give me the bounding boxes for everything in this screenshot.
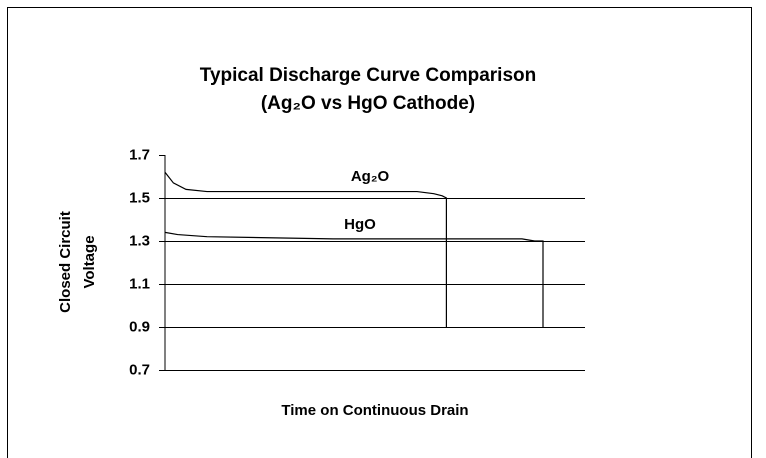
y-tick-label: 1.1 <box>129 275 150 292</box>
y-tick-label: 0.7 <box>129 361 150 378</box>
legend-label: Ag₂O <box>351 168 390 185</box>
y-axis-label-line: Closed Circuit <box>57 211 74 313</box>
frame <box>7 7 752 458</box>
series-line <box>164 171 447 327</box>
y-tick-label: 0.9 <box>129 318 150 335</box>
y-axis-label-line: Voltage <box>81 235 98 288</box>
y-tick-label: 1.5 <box>129 189 150 206</box>
chart-title: Typical Discharge Curve Comparison <box>200 65 536 86</box>
chart-subtitle: (Ag₂O vs HgO Cathode) <box>261 93 475 114</box>
y-tick-label: 1.7 <box>129 146 150 163</box>
x-axis-label: Time on Continuous Drain <box>281 402 468 419</box>
legend-label: HgO <box>344 216 376 233</box>
y-axis-label: Closed Circuit Voltage <box>57 211 98 313</box>
y-tick-label: 1.3 <box>129 232 150 249</box>
series-line <box>164 231 544 327</box>
